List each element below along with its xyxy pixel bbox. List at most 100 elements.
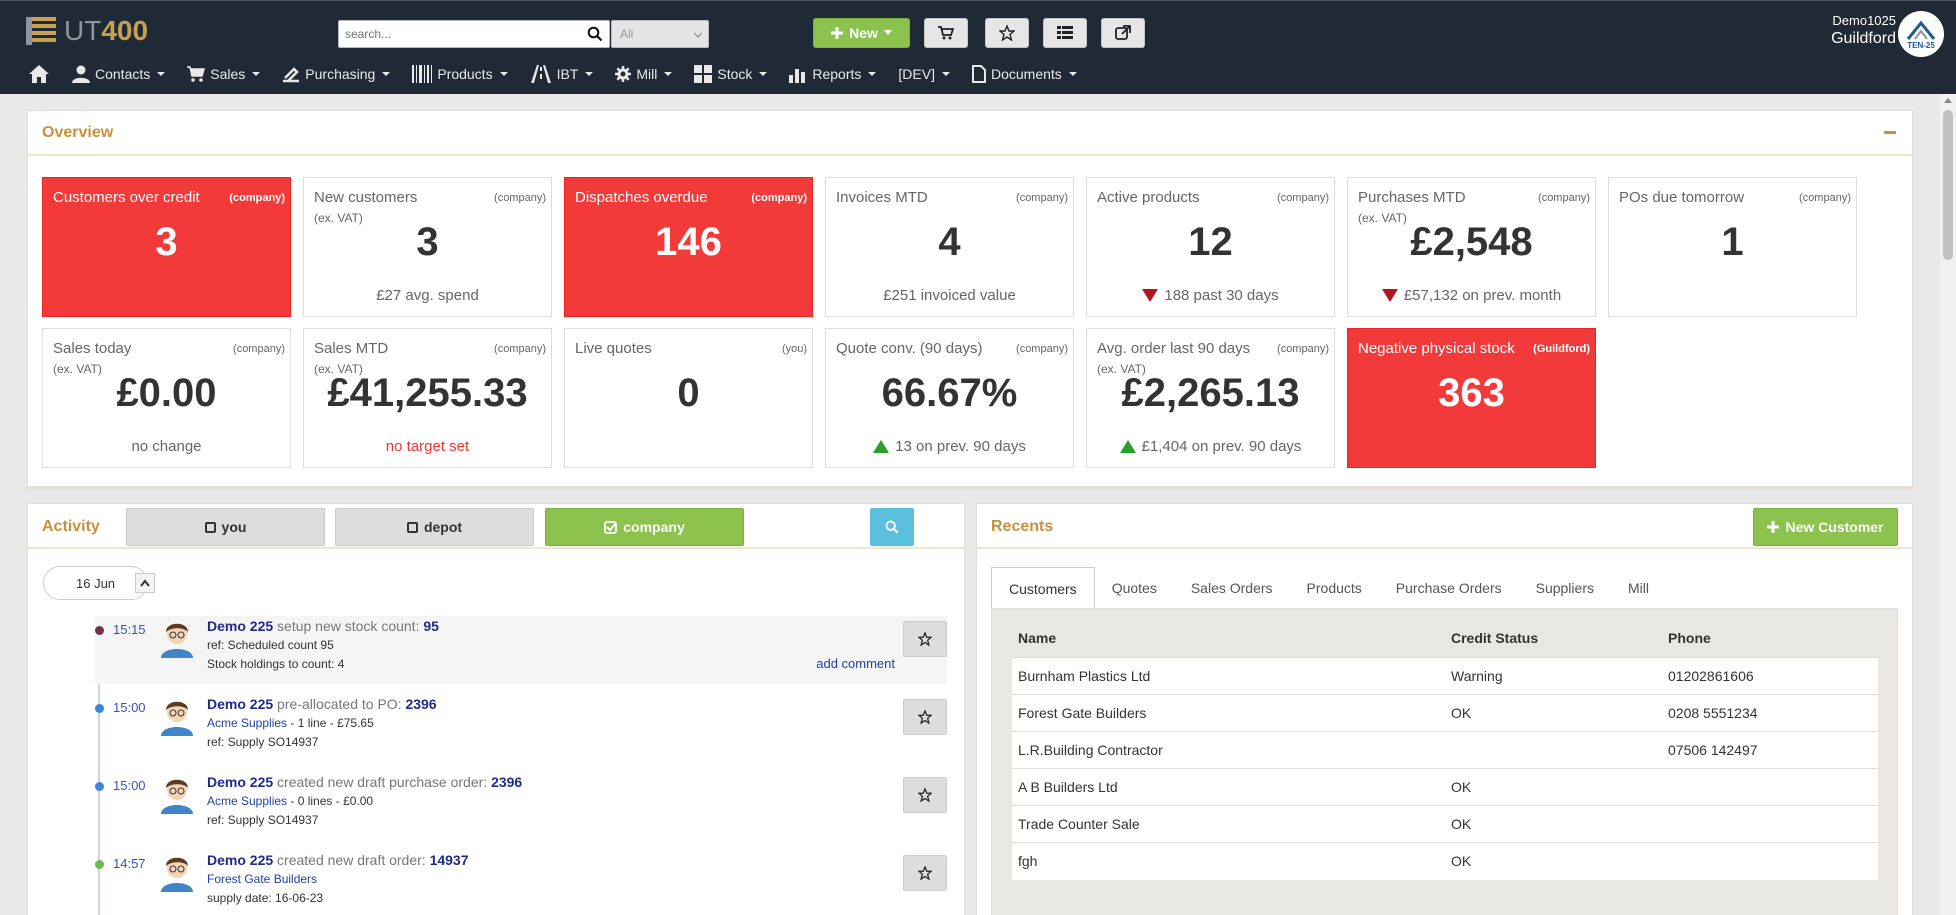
- new-customer-button[interactable]: New Customer: [1753, 508, 1898, 546]
- add-comment-link[interactable]: add comment: [816, 656, 895, 671]
- activity-action: pre-allocated to PO:: [277, 696, 402, 712]
- favourite-button[interactable]: [903, 777, 947, 813]
- search-input[interactable]: [339, 21, 569, 47]
- avatar[interactable]: TEN-25: [1898, 11, 1944, 57]
- tab-quotes[interactable]: Quotes: [1111, 580, 1157, 596]
- new-button[interactable]: New: [813, 18, 910, 48]
- user-avatar-icon: [161, 857, 193, 892]
- nav-mill[interactable]: Mill: [615, 66, 673, 82]
- table-row[interactable]: Forest Gate Builders OK 0208 5551234: [1012, 694, 1878, 732]
- tile-scope: (company): [229, 192, 285, 204]
- table-row[interactable]: Burnham Plastics Ltd Warning 01202861606: [1012, 657, 1878, 695]
- tile-value: 146: [655, 220, 722, 264]
- kpi-tile[interactable]: Sales today (company) (ex. VAT) £0.00 no cha…: [42, 328, 291, 468]
- table-row[interactable]: L.R.Building Contractor 07506 142497: [1012, 731, 1878, 769]
- external-link-button[interactable]: [1101, 18, 1145, 48]
- kpi-tile[interactable]: Customers over credit (company) 3: [42, 177, 291, 317]
- activity-detail: Acme Supplies - 1 line - £75.65: [207, 716, 374, 730]
- kpi-tile[interactable]: Live quotes (you) 0: [564, 328, 813, 468]
- activity-date[interactable]: 16 Jun: [43, 566, 148, 600]
- scroll-thumb[interactable]: [1943, 110, 1953, 260]
- user-info[interactable]: Demo1025 Guildford: [1831, 13, 1896, 48]
- tile-footer: £27 avg. spend: [304, 287, 551, 304]
- tile-value: 66.67%: [881, 371, 1018, 415]
- tile-label: Invoices MTD: [836, 189, 928, 206]
- kpi-tile[interactable]: Sales MTD (company) (ex. VAT) £41,255.33 no …: [303, 328, 552, 468]
- kpi-tile[interactable]: Purchases MTD (company) (ex. VAT) £2,548 £57…: [1347, 177, 1596, 317]
- table-cell: fgh: [1012, 842, 1445, 880]
- activity-ref[interactable]: 14937: [429, 852, 469, 868]
- overview-title: Overview: [42, 123, 114, 141]
- activity-title: Activity: [42, 518, 100, 535]
- nav-products[interactable]: Products: [412, 65, 508, 83]
- filter-company-button[interactable]: company: [545, 508, 744, 546]
- kpi-tile[interactable]: Avg. order last 90 days (company) (ex. VAT…: [1086, 328, 1335, 468]
- nav-dev[interactable]: [DEV]: [898, 66, 950, 82]
- column-header[interactable]: Phone: [1662, 619, 1878, 658]
- column-header[interactable]: Name: [1012, 619, 1445, 658]
- app-logo[interactable]: UT400: [24, 11, 148, 51]
- tile-footer-text: £1,404 on prev. 90 days: [1141, 438, 1302, 455]
- activity-link[interactable]: Acme Supplies: [207, 716, 288, 730]
- tab-customers[interactable]: Customers: [991, 567, 1095, 609]
- collapse-icon[interactable]: [1884, 131, 1896, 134]
- activity-time: 15:00: [113, 700, 146, 715]
- activity-user[interactable]: Demo 225: [207, 774, 274, 790]
- activity-detail-text: ref: Scheduled count 95: [207, 638, 334, 652]
- favourite-button[interactable]: [903, 855, 947, 891]
- date-up-button[interactable]: [135, 573, 155, 593]
- nav-contacts[interactable]: Contacts: [72, 65, 166, 83]
- nav-stock[interactable]: Stock: [694, 65, 768, 83]
- tab-mill[interactable]: Mill: [1627, 580, 1649, 596]
- activity-user[interactable]: Demo 225: [207, 852, 274, 868]
- activity-user[interactable]: Demo 225: [207, 618, 274, 634]
- kpi-tile[interactable]: New customers (company) (ex. VAT) 3 £27 avg.…: [303, 177, 552, 317]
- activity-link[interactable]: Acme Supplies: [207, 794, 288, 808]
- page-scrollbar[interactable]: [1940, 94, 1956, 915]
- tab-purchase-orders[interactable]: Purchase Orders: [1395, 580, 1502, 596]
- table-row[interactable]: A B Builders Ltd OK: [1012, 768, 1878, 806]
- kpi-tile[interactable]: POs due tomorrow (company) 1: [1608, 177, 1857, 317]
- kpi-tile[interactable]: Active products (company) 12 188 past 30 da…: [1086, 177, 1335, 317]
- activity-ref[interactable]: 2396: [405, 696, 437, 712]
- tile-scope: (company): [1277, 343, 1329, 355]
- filter-depot-button[interactable]: depot: [335, 508, 534, 546]
- user-avatar-icon: [161, 701, 193, 736]
- tab-sales-orders[interactable]: Sales Orders: [1190, 580, 1273, 596]
- cart-button[interactable]: [924, 18, 968, 48]
- filter-you-button[interactable]: you: [126, 508, 325, 546]
- tile-value: 363: [1438, 371, 1505, 415]
- nav-reports[interactable]: Reports: [789, 65, 877, 83]
- star-icon: [918, 866, 932, 880]
- favourite-button[interactable]: [903, 621, 947, 657]
- activity-search-button[interactable]: [870, 508, 914, 546]
- favourites-button[interactable]: [985, 18, 1029, 48]
- column-header[interactable]: Credit Status: [1445, 619, 1662, 658]
- activity-link[interactable]: Forest Gate Builders: [207, 872, 318, 886]
- tile-value: 3: [155, 220, 178, 264]
- activity-ref[interactable]: 2396: [491, 774, 523, 790]
- nav-ibt[interactable]: IBT: [530, 65, 594, 83]
- tile-value: 0: [677, 371, 700, 415]
- activity-user[interactable]: Demo 225: [207, 696, 274, 712]
- search-icon[interactable]: [587, 26, 603, 42]
- table-row[interactable]: Trade Counter Sale OK: [1012, 805, 1878, 843]
- favourite-button[interactable]: [903, 699, 947, 735]
- nav-sales[interactable]: Sales: [187, 66, 261, 82]
- kpi-tile[interactable]: Invoices MTD (company) 4 £251 invoiced valu…: [825, 177, 1074, 317]
- tab-suppliers[interactable]: Suppliers: [1535, 580, 1594, 596]
- kpi-tile[interactable]: Quote conv. (90 days) (company) 66.67% 13 o…: [825, 328, 1074, 468]
- nav-home[interactable]: [28, 64, 50, 84]
- kpi-tile[interactable]: Negative physical stock (Guildford) 363: [1347, 328, 1596, 468]
- list-button[interactable]: [1043, 18, 1087, 48]
- tile-footer: 13 on prev. 90 days: [826, 438, 1073, 455]
- search-scope-select[interactable]: All: [611, 20, 709, 48]
- user-depot: Guildford: [1831, 30, 1896, 47]
- kpi-tile[interactable]: Dispatches overdue (company) 146: [564, 177, 813, 317]
- nav-documents[interactable]: Documents: [971, 65, 1077, 83]
- activity-ref[interactable]: 95: [423, 618, 439, 634]
- nav-purchasing[interactable]: Purchasing: [282, 65, 391, 83]
- tab-products[interactable]: Products: [1306, 580, 1362, 596]
- table-row[interactable]: fgh OK: [1012, 842, 1878, 880]
- scroll-up-icon[interactable]: [1944, 98, 1952, 103]
